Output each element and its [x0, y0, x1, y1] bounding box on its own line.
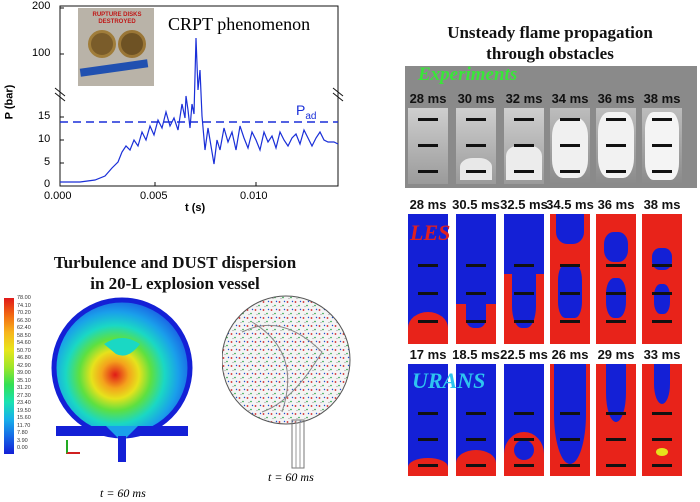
dust-title-line1: Turbulence and DUST dispersion: [53, 253, 297, 272]
urans-frame-6: [642, 364, 682, 476]
caption-left: t = 60 ms: [100, 486, 146, 500]
les-label: LES: [410, 220, 451, 245]
urans-label: URANS: [412, 368, 486, 393]
crpt-panel: 200 100 15 10 5 0 0.000 0.005 0.010 t (s…: [0, 0, 350, 215]
urans-time-6: 33 ms: [643, 347, 681, 362]
colorbar-labels: 78.00 74.10 70.20 66.30 62.40 58.50 54.60 50.…: [17, 295, 31, 451]
pressure-curve: [60, 37, 339, 183]
rupture-disk-photo: RUPTURE DISKS DESTROYED: [78, 8, 154, 86]
exp-frame-4: [550, 108, 590, 184]
les-frame-3: [504, 214, 544, 344]
crpt-title: CRPT phenomenon: [168, 14, 311, 34]
urans-time-3: 22.5 ms: [500, 347, 548, 362]
urans-frame-5: [596, 364, 636, 476]
urans-frame-2: [456, 364, 496, 476]
exp-time-3: 32 ms: [505, 91, 543, 106]
y-tick-15: 15: [38, 110, 51, 122]
caption-right: t = 60 ms: [268, 470, 314, 484]
les-time-2: 30.5 ms: [452, 197, 500, 212]
x-tick-0: 0.000: [44, 190, 72, 202]
exp-time-4: 34 ms: [551, 91, 589, 106]
les-time-3: 32.5 ms: [500, 197, 548, 212]
exp-time-2: 30 ms: [457, 91, 495, 106]
colorbar: [4, 298, 14, 454]
les-time-5: 36 ms: [597, 197, 635, 212]
urans-time-5: 29 ms: [597, 347, 635, 362]
axis-triad-left: [66, 440, 80, 454]
urans-frame-4: [550, 364, 590, 476]
pencil: [79, 59, 149, 77]
flame-title-line2: through obstacles: [486, 44, 614, 63]
urans-time-2: 18.5 ms: [452, 347, 500, 362]
y-tick-0: 0: [44, 178, 51, 190]
exp-time-6: 38 ms: [643, 91, 681, 106]
exp-time-1: 28 ms: [409, 91, 447, 106]
flame-title: Unsteady flame propagation through obsta…: [400, 22, 700, 64]
les-time-4: 34.5 ms: [546, 197, 594, 212]
pad-label: Pad: [296, 102, 317, 122]
y-tick-200: 200: [32, 0, 51, 12]
les-frame-4: [550, 214, 590, 344]
disk-2: [118, 30, 146, 58]
vessel-particle-dispersion: [222, 295, 351, 469]
dust-title-line2: in 20-L explosion vessel: [90, 274, 260, 293]
urans-frame-1: [408, 364, 448, 476]
disk-1: [88, 30, 116, 58]
les-time-6: 38 ms: [643, 197, 681, 212]
urans-time-1: 17 ms: [409, 347, 447, 362]
les-frame-6: [642, 214, 682, 344]
flame-title-line1: Unsteady flame propagation: [447, 23, 653, 42]
y-axis-label: P (bar): [3, 84, 16, 120]
y-tick-100: 100: [32, 47, 51, 59]
y-tick-5: 5: [44, 156, 51, 168]
urans-frame-3: [504, 364, 544, 476]
les-frame-2: [456, 214, 496, 344]
dust-title: Turbulence and DUST dispersion in 20-L e…: [0, 252, 350, 294]
crpt-plot: [54, 5, 344, 187]
les-frame-5: [596, 214, 636, 344]
experiments-label: Experiments: [418, 64, 518, 85]
x-tick-010: 0.010: [240, 190, 268, 202]
exp-time-5: 36 ms: [597, 91, 635, 106]
x-axis-label: t (s): [185, 202, 206, 214]
urans-time-4: 26 ms: [551, 347, 589, 362]
photo-label: RUPTURE DISKS DESTROYED: [92, 12, 142, 25]
vessel-velocity-contour: [51, 297, 193, 462]
y-tick-10: 10: [38, 133, 51, 145]
x-tick-005: 0.005: [140, 190, 168, 202]
les-time-1: 28 ms: [409, 197, 447, 212]
